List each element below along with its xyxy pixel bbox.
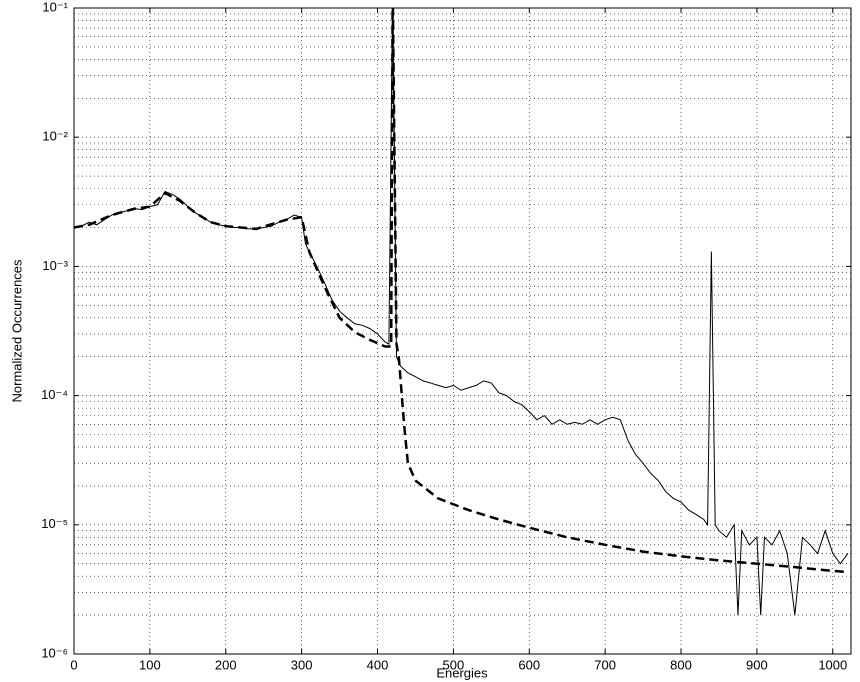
x-tick-label: 700: [594, 657, 616, 672]
x-axis-label: Energies: [436, 665, 488, 680]
x-tick-label: 100: [139, 657, 161, 672]
y-tick-label: 10⁻³: [42, 258, 68, 273]
plot-layer: [74, 8, 849, 616]
y-tick-label: 10⁻¹: [42, 0, 68, 14]
y-tick-label: 10⁻²: [42, 129, 68, 144]
y-tick-label: 10⁻⁵: [41, 516, 68, 531]
x-tick-label: 200: [215, 657, 237, 672]
x-tick-label: 600: [518, 657, 540, 672]
x-tick-label: 800: [670, 657, 692, 672]
plot-area: [74, 8, 851, 654]
dashed-line: [74, 8, 849, 574]
x-tick-label: 400: [367, 657, 389, 672]
y-axis-label: Normalized Occurrences: [9, 259, 24, 403]
x-tick-label: 0: [70, 657, 77, 672]
y-tick-label: 10⁻⁴: [41, 387, 68, 402]
plot-frame: [73, 7, 852, 655]
x-tick-label: 300: [291, 657, 313, 672]
x-tick-label: 500: [443, 657, 465, 672]
y-tick-label: 10⁻⁶: [41, 645, 68, 660]
x-tick-label: 900: [746, 657, 768, 672]
x-tick-label: 1000: [818, 657, 847, 672]
